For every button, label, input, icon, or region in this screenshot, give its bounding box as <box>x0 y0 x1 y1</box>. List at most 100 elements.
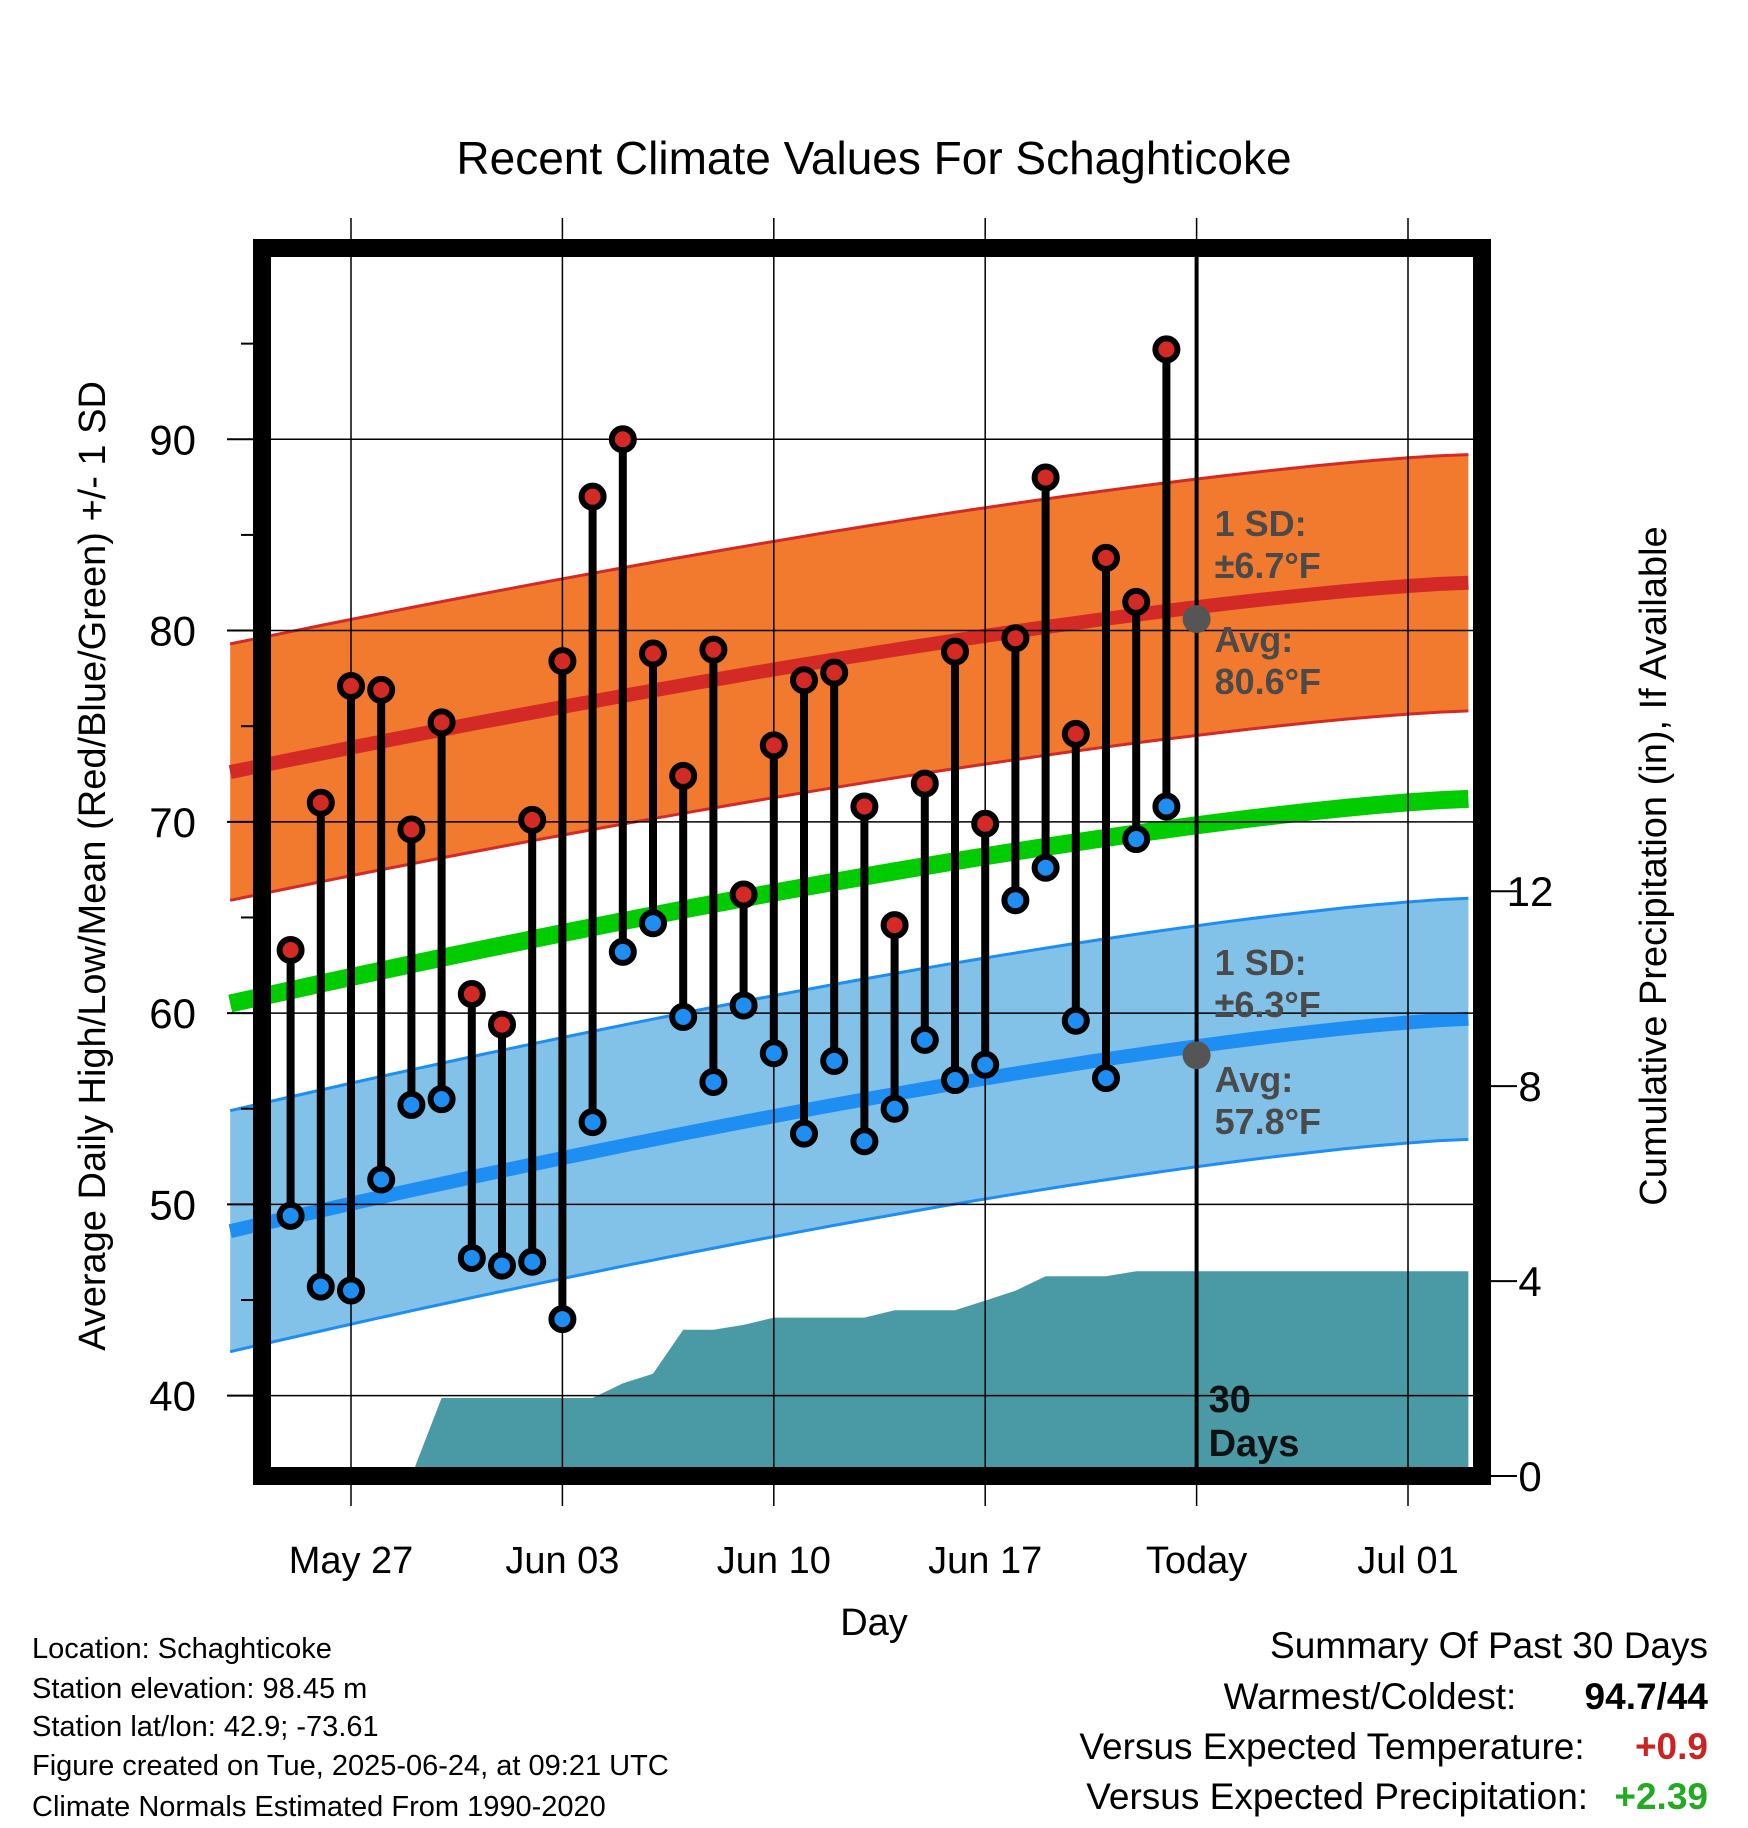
low-point <box>276 1201 305 1230</box>
x-tick-label: Today <box>1146 1540 1247 1582</box>
cumulative-precipitation-area <box>407 1271 1469 1476</box>
high-point <box>971 809 1000 838</box>
climate-normals-note: Climate Normals Estimated From 1990-2020 <box>32 1791 606 1823</box>
low-point <box>880 1094 909 1123</box>
high-point <box>1152 335 1181 364</box>
low-point <box>548 1305 577 1334</box>
high-point <box>488 1010 516 1039</box>
low-point <box>699 1067 728 1096</box>
temperature-value: +0.9 <box>1634 1726 1708 1767</box>
low-point <box>729 991 758 1020</box>
high-point <box>1001 624 1030 653</box>
high-point <box>850 792 879 821</box>
low-sd-annotation: 1 SD: <box>1215 942 1307 983</box>
high-point <box>910 769 939 798</box>
high-point <box>306 788 335 817</box>
low-point <box>1152 792 1181 821</box>
x-tick-label: May 27 <box>289 1540 414 1582</box>
x-tick-label: Jun 03 <box>505 1540 619 1582</box>
low-point <box>910 1025 939 1054</box>
low-point <box>488 1251 516 1280</box>
low-sd-annotation: ±6.3°F <box>1215 984 1321 1025</box>
high-lower-edge <box>229 709 1469 902</box>
precipitation-value: +2.39 <box>1614 1776 1708 1817</box>
low-upper-edge <box>229 896 1469 1113</box>
summary-warmest-coldest: Warmest/Coldest: 94.7/44 <box>1224 1678 1708 1715</box>
low-point <box>337 1276 365 1305</box>
daily-points <box>276 335 1181 1334</box>
x-tick-label: Jul 01 <box>1357 1540 1458 1582</box>
y2-axis-label: Cumulative Precipitation (in), If Availa… <box>1633 526 1675 1205</box>
plot-frame <box>253 239 1491 1485</box>
mean-normal-line <box>228 789 1469 1013</box>
high-sd-annotation: 1 SD: <box>1215 503 1307 544</box>
warmest-coldest-value: 94.7/44 <box>1584 1676 1708 1717</box>
y2-tick-label: 12 <box>1507 868 1554 915</box>
low-normal-line <box>228 1011 1469 1239</box>
low-point <box>820 1046 849 1075</box>
high-point <box>790 666 818 695</box>
y-axis-label: Average Daily High/Low/Mean (Red/Blue/Gr… <box>72 381 114 1351</box>
low-point <box>1001 886 1030 915</box>
low-avg-annotation: Avg: <box>1215 1059 1294 1100</box>
low-lower-edge <box>229 1137 1469 1354</box>
precipitation-area <box>407 1271 1469 1476</box>
x-axis-label: Day <box>840 1602 908 1644</box>
station-elevation: Station elevation: 98.45 m <box>32 1673 368 1705</box>
summary-title: Summary Of Past 30 Days <box>1270 1625 1708 1666</box>
high-point <box>337 672 365 701</box>
today-days-label: Days <box>1209 1423 1300 1465</box>
low-point <box>306 1272 335 1301</box>
high-point <box>578 482 607 511</box>
high-point <box>820 658 849 687</box>
low-point <box>367 1165 396 1194</box>
station-latlon: Station lat/lon: 42.9; -73.61 <box>32 1711 379 1743</box>
temperature-label: Versus Expected Temperature: <box>1079 1726 1585 1767</box>
y2-tick-label: 0 <box>1518 1453 1541 1500</box>
y2-tick-label: 4 <box>1518 1258 1541 1305</box>
station-location: Location: Schaghticoke <box>32 1633 332 1665</box>
summary-temperature: Versus Expected Temperature: +0.9 <box>1079 1728 1708 1765</box>
low-point <box>518 1247 547 1276</box>
high-band <box>230 454 1469 901</box>
summary-precipitation: Versus Expected Precipitation: +2.39 <box>1086 1778 1708 1815</box>
daily-range-stems <box>286 349 1171 1320</box>
high-upper-edge <box>229 453 1469 646</box>
low-point <box>971 1050 1000 1079</box>
high-avg-annotation: Avg: <box>1215 619 1294 660</box>
high-point <box>276 935 305 964</box>
high-point <box>699 635 728 664</box>
low-band <box>230 898 1469 1352</box>
low-avg-dot <box>1182 1041 1211 1070</box>
high-point <box>608 425 637 454</box>
x-tick-label: Jun 17 <box>928 1540 1042 1582</box>
high-point <box>1061 719 1090 748</box>
high-avg-dot <box>1182 605 1211 634</box>
high-point <box>880 911 909 940</box>
low-point <box>1092 1064 1120 1093</box>
chart-title: Recent Climate Values For Schaghticoke <box>456 132 1291 184</box>
x-tick-label: Jun 10 <box>717 1540 831 1582</box>
high-point <box>518 805 547 834</box>
low-point <box>608 937 637 966</box>
y-tick-label: 40 <box>149 1373 196 1420</box>
y-tick-label: 50 <box>149 1181 196 1228</box>
high-point <box>427 708 456 737</box>
today-days-label: 30 <box>1209 1379 1251 1421</box>
low-point <box>427 1085 456 1114</box>
warmest-coldest-label: Warmest/Coldest: <box>1223 1676 1517 1717</box>
low-point <box>850 1127 879 1156</box>
low-point <box>397 1090 426 1119</box>
high-point <box>1122 587 1151 616</box>
high-point <box>1092 543 1120 572</box>
low-point <box>1122 825 1151 854</box>
low-point <box>578 1108 607 1137</box>
plot-border <box>253 239 1491 1485</box>
high-point <box>367 675 396 704</box>
normal-bands <box>228 453 1469 1354</box>
high-point <box>729 880 758 909</box>
high-avg-annotation: 80.6°F <box>1215 661 1321 702</box>
